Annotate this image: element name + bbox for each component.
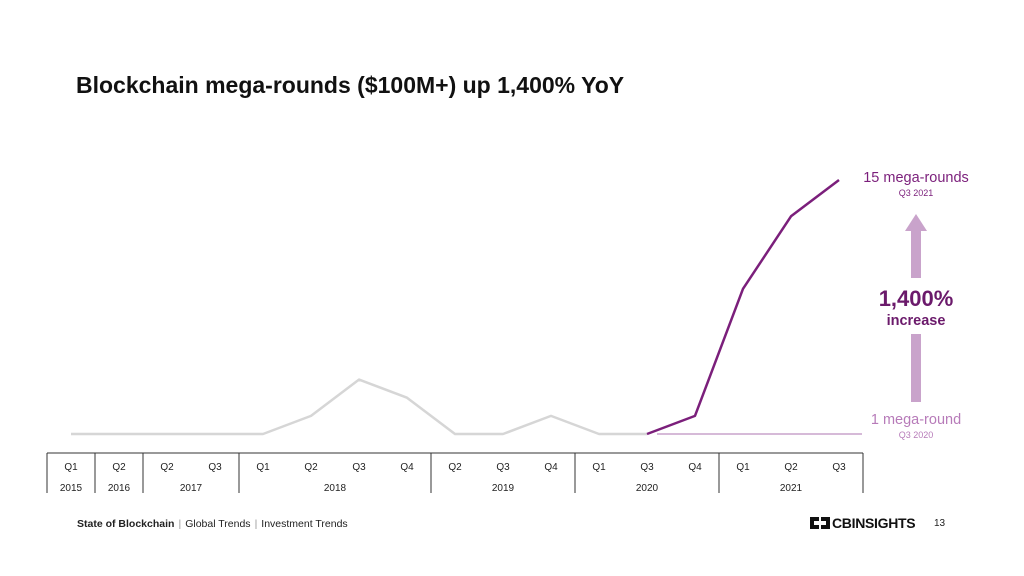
increase-value: 1,400% <box>879 286 954 311</box>
x-tick-year-label: 2020 <box>636 483 659 494</box>
footer-section-global-trends[interactable]: Global Trends <box>185 518 251 530</box>
x-tick-quarter-label: Q3 <box>832 462 846 473</box>
page-title: Blockchain mega-rounds ($100M+) up 1,400… <box>76 72 625 98</box>
x-tick-quarter-label: Q4 <box>688 462 702 473</box>
start-period-label: Q3 2020 <box>899 430 934 440</box>
x-tick-quarter-label: Q2 <box>112 462 126 473</box>
x-tick-quarter-label: Q1 <box>592 462 606 473</box>
start-value-label: 1 mega-round <box>871 412 961 428</box>
x-tick-quarter-label: Q1 <box>64 462 78 473</box>
end-period-label: Q3 2021 <box>899 188 934 198</box>
x-tick-year-label: 2018 <box>324 483 347 494</box>
x-tick-year-label: 2015 <box>60 483 83 494</box>
footer-section-investment-trends[interactable]: Investment Trends <box>261 518 348 530</box>
series-line-pre-2020 <box>71 378 647 436</box>
x-tick-quarter-label: Q2 <box>448 462 462 473</box>
x-tick-year-label: 2016 <box>108 483 131 494</box>
footer-brand[interactable]: State of Blockchain <box>77 518 175 530</box>
series-line-highlight <box>646 179 840 436</box>
page-number: 13 <box>934 518 946 529</box>
increase-arrow-head <box>905 214 927 231</box>
cb-insights-logo: CBINSIGHTS <box>810 515 916 531</box>
x-tick-quarter-label: Q1 <box>736 462 750 473</box>
x-axis-table: Q1 Q2 Q2 Q3 Q1 Q2 Q3 Q4 Q2 Q3 Q4 Q1 Q3 Q4 Q1 Q2 Q3 2015 20… <box>46 452 864 494</box>
footer-separator: | <box>178 518 182 530</box>
footer-separator: | <box>254 518 258 530</box>
end-value-label: 15 mega-rounds <box>863 170 969 186</box>
x-tick-quarter-label: Q3 <box>352 462 366 473</box>
increase-arrow-shaft-bottom <box>911 334 921 402</box>
logo-text: CBINSIGHTS <box>832 515 916 531</box>
increase-arrow-shaft-top <box>911 230 921 278</box>
series-lines <box>71 179 862 436</box>
x-tick-year-label: 2017 <box>180 483 203 494</box>
x-tick-year-label: 2019 <box>492 483 515 494</box>
increase-label: increase <box>887 313 946 329</box>
x-tick-quarter-label: Q3 <box>496 462 510 473</box>
annotations: 15 mega-rounds Q3 2021 1,400% increase 1… <box>863 170 969 440</box>
x-tick-year-label: 2021 <box>780 483 803 494</box>
x-tick-quarter-label: Q4 <box>544 462 558 473</box>
cb-logo-icon <box>810 517 830 529</box>
x-tick-quarter-label: Q2 <box>784 462 798 473</box>
footer-breadcrumb: State of Blockchain | Global Trends | Invest… <box>77 518 348 530</box>
x-tick-quarter-label: Q2 <box>304 462 318 473</box>
x-tick-quarter-label: Q3 <box>208 462 222 473</box>
x-tick-quarter-label: Q3 <box>640 462 654 473</box>
x-tick-quarter-label: Q2 <box>160 462 174 473</box>
x-tick-quarter-label: Q4 <box>400 462 414 473</box>
x-tick-quarter-label: Q1 <box>256 462 270 473</box>
